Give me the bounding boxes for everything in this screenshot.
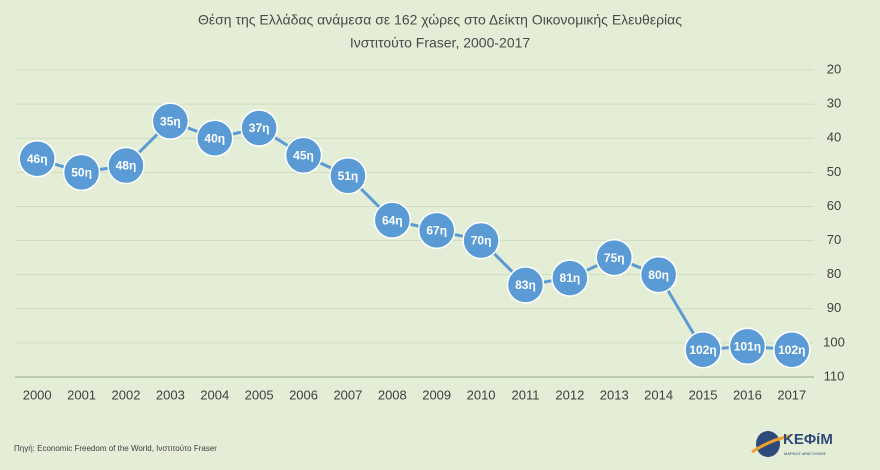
data-marker <box>18 139 56 178</box>
data-marker <box>284 136 323 175</box>
x-tick-label: 2008 <box>378 387 407 402</box>
x-tick-label: 2009 <box>422 387 451 402</box>
logo-subtitle: ΜΑΡΚΟΣ ΔΡΑΓΟΥΜΗΣ <box>784 451 826 456</box>
x-tick-label: 2001 <box>67 387 96 402</box>
data-label: 46η <box>27 152 48 166</box>
data-label: 67η <box>426 223 447 237</box>
x-tick-label: 2010 <box>467 387 496 402</box>
x-tick-label: 2011 <box>511 387 539 402</box>
y-tick-label: 50 <box>827 164 841 179</box>
y-tick-label: 70 <box>827 232 841 247</box>
data-marker <box>728 327 767 366</box>
y-tick-label: 90 <box>827 300 841 315</box>
x-tick-label: 2012 <box>555 387 584 402</box>
data-marker <box>62 153 101 192</box>
data-marker <box>329 156 367 195</box>
data-label: 101η <box>734 339 761 353</box>
y-tick-label: 110 <box>824 368 845 383</box>
y-tick-label: 100 <box>823 334 845 349</box>
data-label: 102η <box>689 343 716 357</box>
x-tick-label: 2015 <box>689 387 718 402</box>
data-marker <box>773 330 811 369</box>
data-label: 81η <box>560 271 581 285</box>
data-label: 80η <box>648 268 669 282</box>
data-marker <box>462 221 500 260</box>
x-tick-label: 2005 <box>245 387 274 402</box>
logo: ΚΕΦίΜ ΜΑΡΚΟΣ ΔΡΑΓΟΥΜΗΣ <box>751 431 833 457</box>
source-note: Πηγή: Economic Freedom of the World, Ινσ… <box>14 444 217 453</box>
data-label: 50η <box>71 166 92 180</box>
x-tick-label: 2017 <box>777 387 806 402</box>
data-label: 70η <box>471 234 492 248</box>
x-tick-label: 2006 <box>289 387 318 402</box>
y-tick-label: 30 <box>827 96 841 111</box>
data-marker <box>151 102 190 140</box>
chart-title: Θέση της Ελλάδας ανάμεσα σε 162 χώρες στ… <box>198 12 682 28</box>
x-tick-label: 2000 <box>23 387 52 402</box>
data-label: 64η <box>382 213 403 227</box>
logo-swoosh <box>751 434 791 454</box>
data-label: 37η <box>249 121 270 135</box>
data-marker <box>506 266 545 304</box>
data-label: 75η <box>604 251 625 265</box>
data-label: 48η <box>116 159 137 173</box>
y-tick-label: 40 <box>827 130 841 145</box>
logo-text: ΚΕΦίΜ <box>783 431 833 448</box>
data-label: 83η <box>515 278 536 292</box>
data-marker <box>595 238 633 277</box>
data-marker <box>551 259 589 297</box>
data-marker <box>684 330 722 369</box>
y-tick-label: 80 <box>827 266 841 281</box>
series-line <box>36 119 792 352</box>
data-marker <box>417 211 456 250</box>
data-label: 102η <box>778 343 805 357</box>
data-label: 45η <box>293 148 314 162</box>
data-marker <box>639 255 678 294</box>
data-marker <box>196 119 234 157</box>
data-marker <box>373 201 412 239</box>
data-marker <box>240 109 278 147</box>
x-tick-label: 2007 <box>333 387 362 402</box>
x-tick-label: 2003 <box>156 387 185 402</box>
y-tick-label: 60 <box>827 198 841 213</box>
x-tick-label: 2016 <box>733 387 762 402</box>
x-tick-label: 2004 <box>200 387 229 402</box>
x-tick-label: 2002 <box>112 387 141 402</box>
data-label: 35η <box>160 114 181 128</box>
chart-subtitle: Ινστιτούτο Fraser, 2000-2017 <box>350 35 531 51</box>
x-tick-label: 2014 <box>644 387 673 402</box>
data-marker <box>107 146 145 185</box>
y-tick-label: 20 <box>827 61 841 76</box>
x-tick-label: 2013 <box>600 387 629 402</box>
data-label: 40η <box>204 131 225 145</box>
data-label: 51η <box>338 169 359 183</box>
